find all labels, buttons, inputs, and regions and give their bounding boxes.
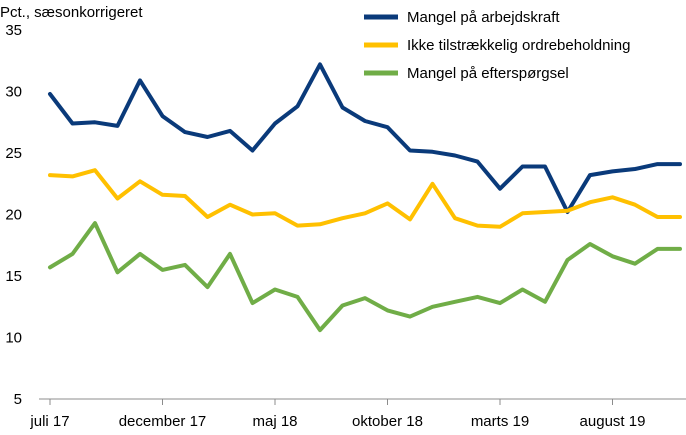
series-line-2 [48, 168, 682, 229]
series-line-3 [48, 221, 682, 333]
series-lines [48, 62, 682, 333]
x-axis-ticks: juli 17 december 17 maj 18 oktober 18 marts … [29, 399, 645, 430]
y-tick-label: 25 [5, 145, 22, 162]
legend: Mangel på arbejdskraft Ikke tilstrækkelig… [364, 9, 630, 82]
y-tick-label: 30 [5, 84, 22, 101]
x-tick-label: august 19 [580, 413, 646, 430]
y-tick-label: 5 [14, 391, 22, 408]
x-tick-label: december 17 [119, 413, 207, 430]
x-tick-label: juli 17 [29, 413, 69, 430]
y-axis-ticks: 5 10 15 20 25 30 35 [5, 22, 22, 408]
series-line-1 [48, 62, 682, 214]
legend-label: Mangel på arbejdskraft [407, 9, 560, 26]
x-tick-label: oktober 18 [352, 413, 423, 430]
y-axis-unit-label: Pct., sæsonkorrigeret [0, 4, 143, 21]
x-tick-label: maj 18 [252, 413, 297, 430]
y-tick-label: 10 [5, 330, 22, 347]
legend-label: Mangel på efterspørgsel [407, 65, 569, 82]
legend-label: Ikke tilstrækkelig ordrebeholdning [407, 37, 630, 54]
y-tick-label: 35 [5, 22, 22, 39]
y-tick-label: 15 [5, 268, 22, 285]
x-tick-label: marts 19 [471, 413, 529, 430]
y-tick-label: 20 [5, 207, 22, 224]
